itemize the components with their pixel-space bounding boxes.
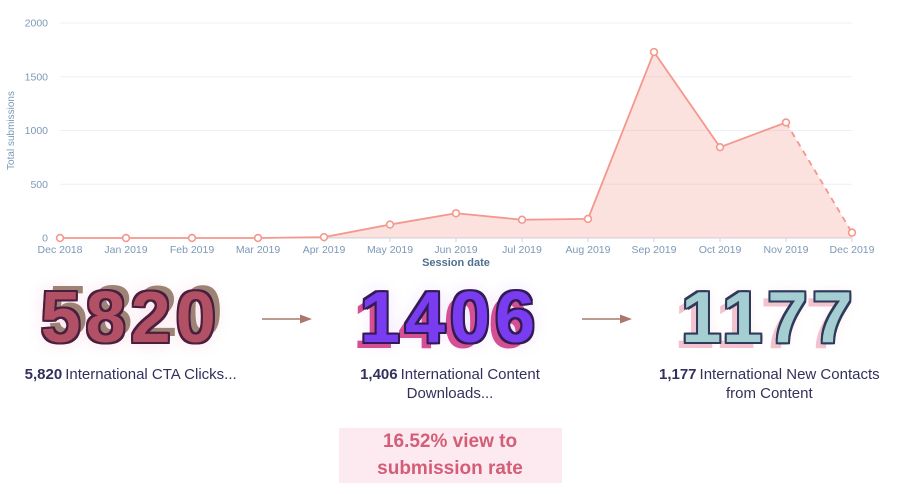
svg-text:Jul 2019: Jul 2019 xyxy=(502,244,542,256)
svg-text:Mar 2019: Mar 2019 xyxy=(236,244,281,256)
stat-label-cta-clicks: 5,820 International CTA Clicks... xyxy=(10,366,252,385)
svg-text:2000: 2000 xyxy=(25,18,49,30)
svg-text:Feb 2019: Feb 2019 xyxy=(170,244,215,256)
svg-text:Aug 2019: Aug 2019 xyxy=(566,244,611,256)
svg-text:Apr 2019: Apr 2019 xyxy=(303,244,346,256)
funnel-stage-new-contacts: 1177 1,177 International New Contacts fro… xyxy=(639,282,900,404)
svg-text:Session date: Session date xyxy=(422,257,490,269)
svg-text:Jan 2019: Jan 2019 xyxy=(104,244,147,256)
stat-value-new-contacts: 1,177 xyxy=(658,366,697,383)
funnel-stats-row: 5820 5,820 International CTA Clicks... 14… xyxy=(0,282,900,404)
right-arrow-icon xyxy=(262,314,313,324)
stat-big-number-new-contacts: 1177 xyxy=(681,278,858,358)
stat-label-content-downloads: 1,406 International Content Downloads... xyxy=(329,366,571,404)
funnel-arrow-2 xyxy=(581,282,639,331)
total-submissions-chart: 0 500 1000 1500 2000 Dec 2018 Jan 2019 Feb 2019… xyxy=(6,18,875,270)
svg-text:0: 0 xyxy=(42,233,48,245)
stat-caption-content-downloads: International Content Downloads... xyxy=(400,366,540,402)
stat-value-content-downloads: 1,406 xyxy=(360,366,398,383)
svg-text:500: 500 xyxy=(30,179,48,191)
funnel-stage-cta-clicks: 5820 5,820 International CTA Clicks... xyxy=(0,282,261,385)
svg-text:Jun 2019: Jun 2019 xyxy=(434,244,477,256)
svg-text:May 2019: May 2019 xyxy=(367,244,413,256)
funnel-stage-content-downloads: 1406 1,406 International Content Download… xyxy=(319,282,580,404)
stat-caption-new-contacts: International New Contacts from Content xyxy=(699,366,880,402)
right-arrow-icon xyxy=(581,314,632,324)
svg-text:1500: 1500 xyxy=(25,71,49,83)
conversion-rate-section: 16.52% view to submission rate xyxy=(0,427,900,483)
funnel-arrow-1 xyxy=(261,282,319,331)
svg-text:Oct 2019: Oct 2019 xyxy=(699,244,742,256)
stat-caption-cta-clicks: International CTA Clicks... xyxy=(65,366,237,383)
view-to-submission-rate: 16.52% view to submission rate xyxy=(338,427,562,483)
svg-text:Dec 2018: Dec 2018 xyxy=(38,244,83,256)
svg-text:Sep 2019: Sep 2019 xyxy=(632,244,677,256)
stat-big-number-content-downloads: 1406 xyxy=(359,278,541,358)
area-chart-canvas: 0 500 1000 1500 2000 Dec 2018 Jan 2019 Feb 2019… xyxy=(6,18,875,270)
stat-big-number-cta-clicks: 5820 xyxy=(40,278,221,358)
svg-text:Dec 2019: Dec 2019 xyxy=(830,244,875,256)
svg-text:1000: 1000 xyxy=(25,125,49,137)
svg-text:Nov 2019: Nov 2019 xyxy=(764,244,809,256)
svg-text:Total submissions: Total submissions xyxy=(6,91,17,170)
stat-label-new-contacts: 1,177 International New Contacts from Con… xyxy=(648,366,890,404)
stat-value-cta-clicks: 5,820 xyxy=(24,366,63,383)
